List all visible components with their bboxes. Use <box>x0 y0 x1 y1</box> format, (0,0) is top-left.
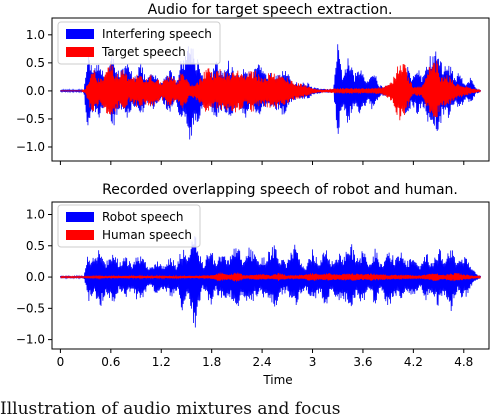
bottom-xtick-label: 4.8 <box>454 355 473 369</box>
bottom-xtick-label: 3 <box>309 355 317 369</box>
top-axes-frame <box>51 17 490 162</box>
bottom-xtick-label: 2.4 <box>253 355 272 369</box>
top-legend-box <box>57 21 221 65</box>
bottom-xtick-label: 0.6 <box>101 355 120 369</box>
top-ytick-label: 0.5 <box>26 56 45 70</box>
bottom-xtick-label: 3.6 <box>353 355 372 369</box>
legend-label-target: Target speech <box>101 45 186 59</box>
top-legend: Interfering speech Target speech <box>57 21 221 65</box>
legend-label-robot: Robot speech <box>102 210 183 224</box>
top-ytick-label: −0.5 <box>16 112 45 126</box>
bottom-plot-area <box>60 236 481 328</box>
legend-label-interfering: Interfering speech <box>102 27 212 41</box>
bottom-ytick-label: 1.0 <box>26 208 45 222</box>
bottom-ytick-label: 0.5 <box>26 239 45 253</box>
bottom-ticks: −1.0 −0.5 0.0 0.5 1.0 0 0.6 1.2 1.8 2.4 3 3.6 4.2 4.8 <box>16 208 473 369</box>
bottom-xtick-label: 1.8 <box>202 355 221 369</box>
bottom-series-robot-speech <box>60 236 481 328</box>
bottom-series-human-speech <box>60 272 481 282</box>
top-series-target-speech <box>60 60 481 121</box>
bottom-legend: Robot speech Human speech <box>57 204 201 248</box>
bottom-chart: Recorded overlapping speech of robot and… <box>16 182 490 387</box>
bottom-axes-frame <box>51 201 490 350</box>
legend-swatch-robot <box>66 212 94 222</box>
legend-swatch-human <box>66 230 94 240</box>
bottom-chart-title: Recorded overlapping speech of robot and… <box>102 182 458 198</box>
top-ytick-label: 0.0 <box>26 84 45 98</box>
bottom-ytick-label: −1.0 <box>16 333 45 347</box>
bottom-ytick-label: 0.0 <box>26 270 45 284</box>
bottom-xtick-label: 1.2 <box>152 355 171 369</box>
top-chart: Audio for target speech extraction. −1.0… <box>16 2 490 165</box>
bottom-xtick-label: 0 <box>57 355 65 369</box>
bottom-xtick-label: 4.2 <box>404 355 423 369</box>
legend-swatch-interfering <box>66 29 94 39</box>
top-plot-area <box>60 44 481 140</box>
top-ticks: −1.0 −0.5 0.0 0.5 1.0 <box>16 28 465 165</box>
top-ytick-label: 1.0 <box>26 28 45 42</box>
bottom-x-axis-label: Time <box>262 373 292 387</box>
top-chart-title: Audio for target speech extraction. <box>148 2 393 18</box>
legend-swatch-target <box>66 47 94 57</box>
top-ytick-label: −1.0 <box>16 140 45 154</box>
top-series-interfering-speech <box>60 44 481 140</box>
bottom-ytick-label: −0.5 <box>16 301 45 315</box>
figure: Audio for target speech extraction. −1.0… <box>16 2 490 387</box>
legend-label-human: Human speech <box>102 228 192 242</box>
figure-caption: Illustration of audio mixtures and focus <box>0 399 341 419</box>
